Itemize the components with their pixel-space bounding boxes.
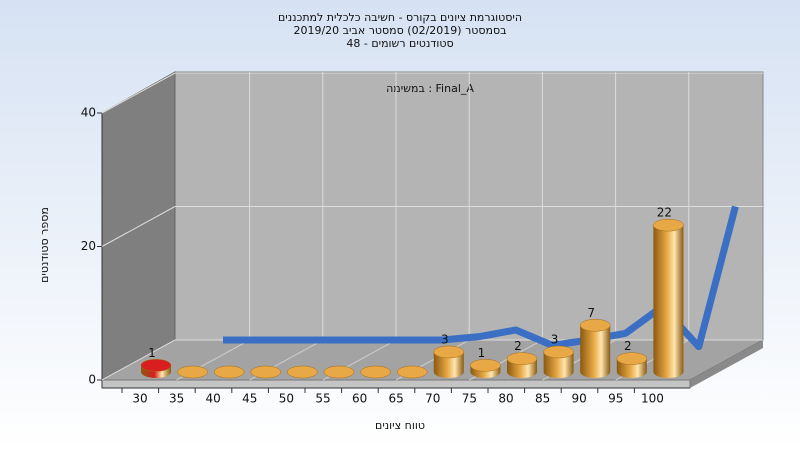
bar-top [470, 359, 501, 372]
x-tick-label: 40 [206, 392, 221, 406]
x-tick-label: 35 [169, 392, 184, 406]
bar [616, 352, 648, 378]
bar-body [433, 351, 464, 378]
bar [433, 345, 465, 378]
bar-body [653, 225, 684, 378]
bar-top [213, 365, 245, 379]
y-axis-title: מספר סטודנטים [38, 207, 51, 283]
bar-top [396, 365, 428, 379]
bar [470, 359, 501, 378]
y-tick-label: 0 [88, 373, 96, 387]
chart-subtitle: סטודנטים רשומים - 48 [346, 37, 453, 50]
x-tick-label: 100 [641, 392, 664, 406]
bar [287, 365, 318, 379]
chart-subtitle: בסמסטר (02/2019) סמסטר אביב 2019/20 [293, 24, 506, 37]
y-tick-label: 40 [81, 106, 96, 120]
bar [323, 365, 355, 379]
bar [653, 218, 684, 378]
bar-top [653, 218, 684, 232]
chart-title: היסטוגרמת ציונים בקורס - חשיבה כלכלית למ… [278, 11, 522, 24]
x-tick-label: 80 [498, 392, 513, 406]
bar [213, 365, 245, 379]
data-label: 2 [514, 339, 522, 353]
data-label: 1 [148, 346, 156, 360]
y-tick-label: 20 [81, 239, 96, 253]
data-label: 3 [551, 332, 559, 346]
x-tick-label: 70 [425, 392, 440, 406]
x-tick-label: 45 [242, 392, 257, 406]
grid-line [101, 206, 176, 247]
data-label: 7 [587, 306, 595, 320]
bar [579, 319, 611, 378]
curve [223, 205, 739, 351]
x-tick-label: 75 [462, 392, 477, 406]
bar-top [579, 319, 611, 332]
x-tick-label: 90 [572, 392, 587, 406]
bar [177, 365, 208, 379]
bar [396, 365, 428, 379]
bar-top [140, 359, 172, 372]
bar-top [543, 345, 574, 359]
bar [360, 365, 391, 379]
bar-body [543, 351, 574, 378]
bar-top [433, 345, 465, 359]
bar-top [323, 365, 355, 379]
x-tick-label: 60 [352, 392, 367, 406]
bar [250, 365, 282, 379]
data-label: 1 [478, 346, 486, 360]
data-label: 2 [624, 339, 632, 353]
x-tick-label: 55 [315, 392, 330, 406]
x-tick-label: 50 [279, 392, 294, 406]
x-axis-title: טווח ציונים [375, 419, 425, 432]
bar-top [360, 365, 391, 379]
x-tick-label: 85 [535, 392, 550, 406]
bar [506, 352, 538, 378]
grid-line [101, 72, 176, 114]
bar-top [506, 352, 538, 365]
x-tick-label: 30 [132, 392, 147, 406]
bar-top [177, 365, 208, 379]
x-tick-label: 65 [389, 392, 404, 406]
floor-front [101, 379, 691, 389]
x-tick-label: 95 [608, 392, 623, 406]
floor-side [690, 340, 763, 388]
data-label: 22 [657, 206, 672, 220]
annotation: במשימה : Final_A [386, 82, 474, 95]
bar-top [250, 365, 282, 379]
bar [140, 359, 172, 378]
data-label: 3 [441, 332, 449, 346]
grid-line [101, 339, 176, 381]
bar [543, 345, 574, 378]
bar-top [616, 352, 648, 365]
bar-body [580, 325, 611, 378]
bar-top [287, 365, 318, 379]
